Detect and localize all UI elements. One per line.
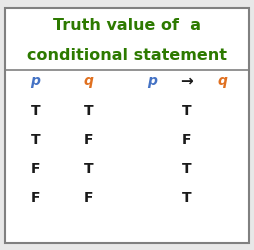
Text: T: T [84, 162, 94, 176]
Text: q: q [84, 74, 94, 88]
Text: F: F [31, 190, 40, 204]
Text: conditional statement: conditional statement [27, 48, 227, 62]
Text: p: p [31, 74, 40, 88]
Text: F: F [84, 133, 94, 147]
Text: F: F [182, 133, 192, 147]
Text: Truth value of  a: Truth value of a [53, 18, 201, 32]
Text: F: F [31, 162, 40, 176]
Text: T: T [182, 162, 192, 176]
Text: T: T [31, 104, 40, 118]
Text: →: → [180, 74, 193, 89]
Text: T: T [31, 133, 40, 147]
Text: F: F [84, 190, 94, 204]
Text: T: T [84, 104, 94, 118]
Text: T: T [182, 104, 192, 118]
Text: p: p [148, 74, 157, 88]
Text: q: q [217, 74, 227, 88]
Text: T: T [182, 190, 192, 204]
